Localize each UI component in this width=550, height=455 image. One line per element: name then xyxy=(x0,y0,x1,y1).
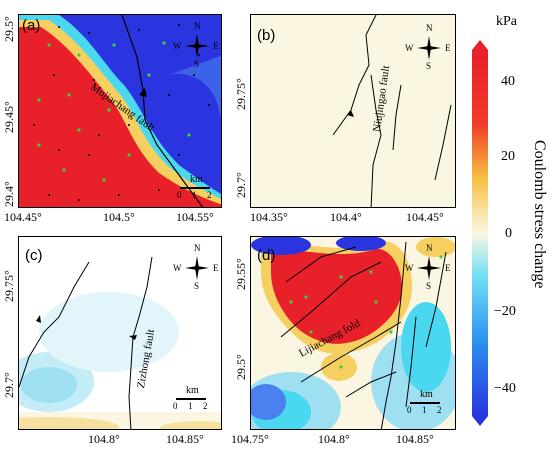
panel-a-label: (a) xyxy=(22,17,41,34)
panel-a-xtick-1: 104.45° xyxy=(4,210,42,224)
panel-c-north-arrow: N S W E xyxy=(173,243,219,291)
colorbar-tick-0: 0 xyxy=(505,226,512,241)
colorbar-unit: kPa xyxy=(496,14,517,29)
panel-d-xtick-3: 104.85° xyxy=(396,432,434,446)
colorbar-gradient xyxy=(472,40,488,426)
panel-c-xtick-1: 104.8° xyxy=(88,432,120,446)
panel-a-ytick-2: 29.45° xyxy=(2,101,16,133)
panel-d-label: (d) xyxy=(257,247,276,264)
panel-d-ytick-1: 29.5° xyxy=(234,354,248,380)
colorbar xyxy=(472,40,488,426)
panel-b-map: (b) Niujingao fault N S W E xyxy=(250,14,456,208)
panel-a-north-arrow: N S W E xyxy=(173,21,219,69)
panel-c-xtick-2: 104.85° xyxy=(166,432,204,446)
panel-d-north-arrow: N S W E xyxy=(405,243,451,291)
panel-c-ytick-2: 29.75° xyxy=(2,270,16,302)
panel-b-label: (b) xyxy=(257,27,276,44)
panel-c-scale-bar: km 0 1 2 xyxy=(173,385,208,411)
panel-d-green-markers xyxy=(289,255,443,369)
panel-c-label: (c) xyxy=(25,247,43,264)
panel-d-stress-field xyxy=(251,237,455,429)
panel-c-stress-field xyxy=(19,256,221,429)
colorbar-title: Coulomb stress change xyxy=(531,140,548,289)
colorbar-tick-neg40: −40 xyxy=(494,381,516,396)
panel-a-xtick-2: 104.5° xyxy=(103,210,135,224)
colorbar-tick-40: 40 xyxy=(501,74,515,89)
panel-c-map: (c) Zizhong fault N S W E km 0 1 2 xyxy=(18,236,222,430)
panel-a-green-markers xyxy=(37,41,191,182)
panel-a-black-markers xyxy=(33,24,210,201)
panel-d-map: (d) Lijiachang fold N S W E km 0 1 2 xyxy=(250,236,456,430)
panel-d-xtick-1: 104.75° xyxy=(231,432,269,446)
colorbar-tick-neg20: −20 xyxy=(494,304,516,319)
panel-d-scale-bar: km 0 1 2 xyxy=(407,389,442,415)
panel-a-ytick-1: 29.4° xyxy=(2,181,16,207)
panel-d-xtick-2: 104.8° xyxy=(318,432,350,446)
panel-b-north-arrow: N S W E xyxy=(405,23,451,71)
panel-a-scale-bar: km 0 1 2 xyxy=(177,174,212,200)
panel-d-ytick-2: 29.55° xyxy=(234,258,248,290)
colorbar-tick-20: 20 xyxy=(501,149,515,164)
panel-b-ytick-2: 29.75° xyxy=(234,78,248,110)
panel-a-xtick-3: 104.55° xyxy=(176,210,214,224)
panel-b-xtick-3: 104.45° xyxy=(406,210,444,224)
panel-b-xtick-2: 104.4° xyxy=(330,210,362,224)
panel-a-ytick-3: 29.5° xyxy=(2,16,16,42)
panel-b-faults xyxy=(332,15,452,207)
panel-a-map: (a) Mujiachang fault N S W E km 0 1 2 xyxy=(18,14,222,208)
panel-a-stress-field xyxy=(19,15,221,207)
panel-c-ytick-1: 29.7° xyxy=(2,372,16,398)
panel-b-ytick-1: 29.7° xyxy=(234,172,248,198)
panel-b-xtick-1: 104.35° xyxy=(250,210,288,224)
